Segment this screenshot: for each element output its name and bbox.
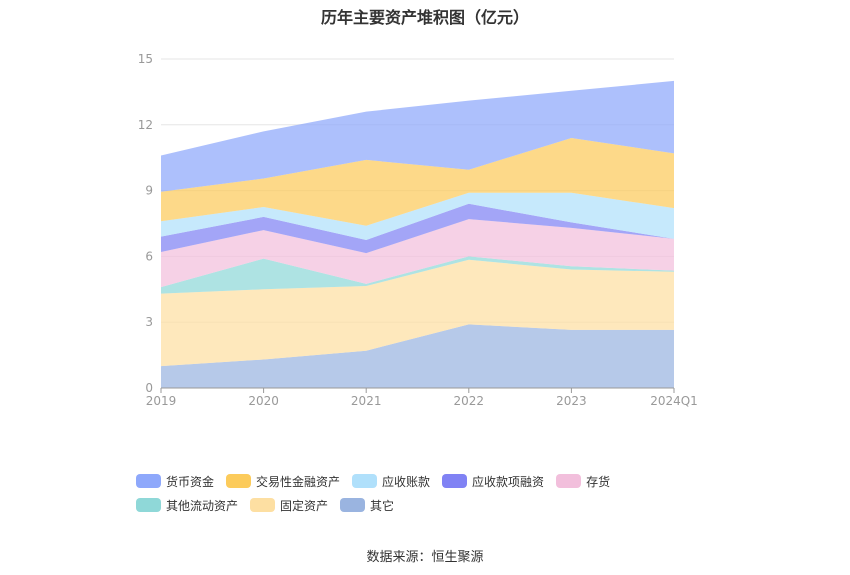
legend-label: 应收账款: [382, 474, 431, 489]
area-series-应收款项融资: [161, 203, 674, 254]
legend-label: 固定资产: [280, 498, 329, 513]
area-series-货币资金: [161, 80, 674, 192]
y-tick-label: 0: [145, 381, 153, 395]
legend-label: 其他流动资产: [166, 498, 239, 513]
chart-title: 历年主要资产堆积图（亿元）: [320, 8, 529, 27]
legend-swatch: [340, 498, 366, 512]
legend-swatch: [226, 474, 252, 488]
x-tick-label: 2019: [146, 394, 177, 408]
legend-label: 存货: [586, 474, 611, 489]
legend-item[interactable]: 交易性金融资产: [226, 472, 340, 490]
area-series-其它: [161, 324, 674, 388]
legend-label: 货币资金: [166, 474, 215, 489]
legend-item[interactable]: 应收账款: [352, 472, 430, 490]
x-tick-label: 2020: [248, 394, 279, 408]
area-series-交易性金融资产: [161, 137, 674, 226]
legend-item[interactable]: 货币资金: [136, 472, 214, 490]
legend-swatch: [442, 474, 468, 488]
y-tick-label: 6: [145, 249, 153, 263]
area-series-固定资产: [161, 259, 674, 367]
legend-label: 应收款项融资: [472, 474, 545, 489]
x-tick-label: 2023: [556, 394, 587, 408]
legend-item[interactable]: 固定资产: [250, 496, 328, 514]
legend-swatch: [556, 474, 582, 488]
y-tick-label: 9: [145, 184, 153, 198]
y-tick-label: 12: [138, 118, 153, 132]
legend-label: 其它: [370, 498, 395, 513]
area-series-其他流动资产: [161, 256, 674, 294]
area-series-应收账款: [161, 192, 674, 240]
area-series-存货: [161, 219, 674, 288]
chart-legend: 货币资金 交易性金融资产 应收账款 应收款项融资 存货其他流动资产 固定资产 其它: [136, 472, 736, 514]
y-tick-label: 15: [138, 52, 153, 66]
legend-swatch: [136, 498, 161, 512]
legend-swatch: [352, 474, 378, 488]
legend-swatch: [250, 498, 276, 512]
x-tick-label: 2024Q1: [650, 394, 698, 408]
x-tick-label: 2021: [351, 394, 382, 408]
legend-label: 交易性金融资产: [256, 474, 341, 489]
legend-swatch: [136, 474, 161, 488]
legend-item[interactable]: 其它: [340, 496, 394, 514]
x-tick-label: 2022: [454, 394, 485, 408]
legend-item[interactable]: 应收款项融资: [442, 472, 544, 490]
legend-item[interactable]: 存货: [556, 472, 610, 490]
data-source-note: 数据来源：恒生聚源: [366, 550, 484, 565]
legend-item[interactable]: 其他流动资产: [136, 496, 238, 514]
y-tick-label: 3: [145, 315, 153, 329]
